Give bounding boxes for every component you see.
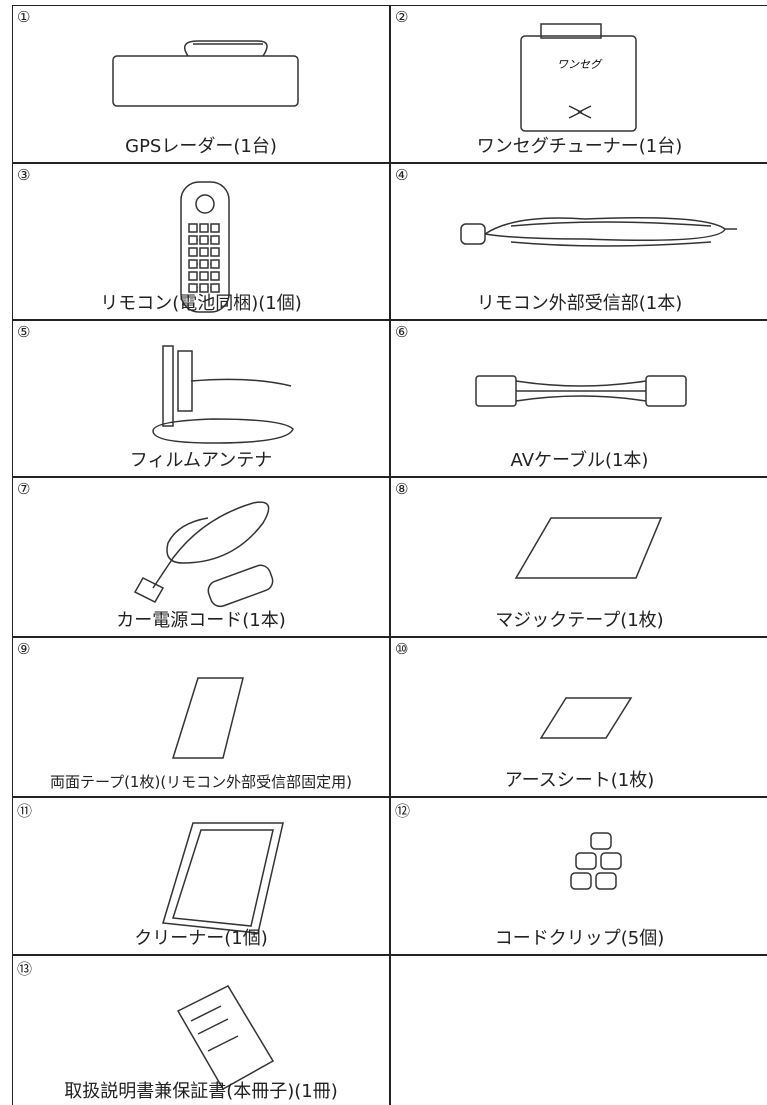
item-illustration (539, 697, 633, 739)
item-illustration (176, 985, 275, 1091)
item-label: カー電源コード(1本) (116, 610, 286, 631)
item-label: クリーナー(1個) (134, 928, 268, 949)
item-cell: ⑤ フィルムアンテナ (12, 320, 390, 477)
item-illustration (112, 40, 299, 107)
item-illustration (180, 181, 230, 313)
item-number: ⑫ (395, 802, 411, 820)
item-number: ⑨ (17, 640, 31, 658)
item-number: ⑦ (17, 480, 31, 498)
item-label: ワンセグチューナー(1台) (476, 136, 683, 157)
item-label: 両面テープ(1枚)(リモコン外部受信部固定用) (49, 773, 353, 791)
item-label: AVケーブル(1本) (510, 450, 649, 471)
item-number: ⑧ (395, 480, 409, 498)
item-number: ⑩ (395, 640, 409, 658)
item-number: ⑤ (17, 323, 31, 341)
item-cell: ③ リモコン(電池同梱)(1個) (12, 163, 390, 320)
item-illustration (570, 832, 622, 890)
item-label: マジックテープ(1枚) (495, 610, 664, 631)
item-cell: ⑨ 両面テープ(1枚)(リモコン外部受信部固定用) (12, 637, 390, 797)
item-label: リモコン(電池同梱)(1個) (100, 293, 302, 314)
item-cell: ⑦ カー電源コード(1本) (12, 477, 390, 637)
item-number: ① (17, 8, 31, 26)
item-illustration (133, 501, 274, 608)
item-illustration (171, 677, 244, 759)
svg-text:ワンセグ: ワンセグ (557, 58, 603, 71)
item-cell: ワンセグ ② ワンセグチューナー(1台) (390, 5, 767, 163)
item-cell: ⑩ アースシート(1枚) (390, 637, 767, 797)
item-label: フィルムアンテナ (129, 450, 273, 471)
item-label: リモコン外部受信部(1本) (476, 293, 683, 314)
item-cell: ④ リモコン外部受信部(1本) (390, 163, 767, 320)
item-number: ⑬ (17, 960, 33, 978)
item-cell: ⑧ マジックテープ(1枚) (390, 477, 767, 637)
item-illustration (460, 217, 737, 247)
item-label: 取扱説明書兼保証書(本冊子)(1冊) (64, 1081, 338, 1102)
item-cell: ⑪ クリーナー(1個) (12, 797, 390, 955)
item-number: ⑥ (395, 323, 409, 341)
item-cell: ⑥ AVケーブル(1本) (390, 320, 767, 477)
item-cell: ⑫ コードクリップ(5個) (390, 797, 767, 955)
item-cell: ① GPSレーダー(1台) (12, 5, 390, 163)
item-cell (390, 955, 767, 1105)
item-illustration (152, 345, 294, 444)
item-illustration (514, 517, 663, 579)
item-illustration (475, 375, 687, 407)
item-number: ② (395, 8, 409, 26)
item-number: ⑪ (17, 802, 33, 820)
item-number: ③ (17, 166, 31, 184)
item-illustration: ワンセグ (520, 23, 637, 132)
item-label: アースシート(1枚) (504, 770, 655, 791)
item-cell: ⑬ 取扱説明書兼保証書(本冊子)(1冊) (12, 955, 390, 1105)
item-label: コードクリップ(5個) (494, 928, 665, 949)
item-label: GPSレーダー(1台) (125, 136, 277, 157)
item-number: ④ (395, 166, 409, 184)
item-illustration (162, 822, 284, 934)
